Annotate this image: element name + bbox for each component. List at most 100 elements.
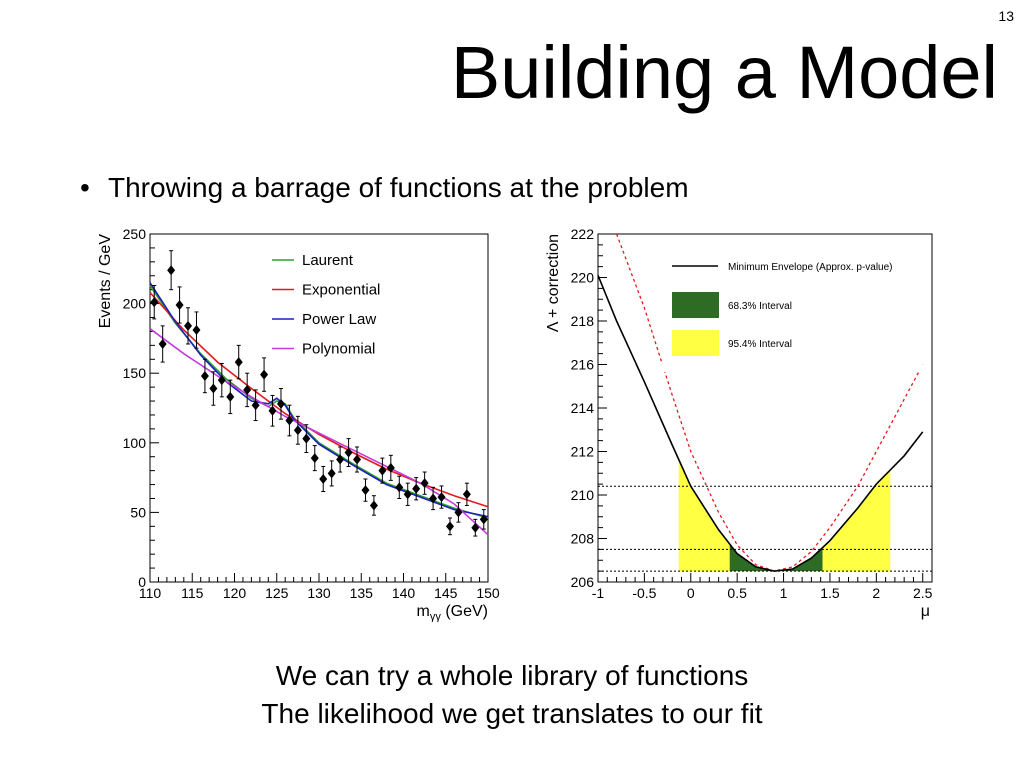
data-point — [462, 482, 471, 506]
data-point — [412, 477, 421, 501]
bullet-point: • Throwing a barrage of functions at the … — [80, 172, 689, 204]
data-point — [209, 371, 218, 406]
data-marker — [395, 482, 404, 493]
data-marker — [386, 462, 395, 473]
interval-95-band — [678, 459, 891, 572]
data-marker — [420, 478, 429, 489]
data-point — [479, 509, 488, 530]
data-marker — [243, 384, 252, 395]
data-point — [319, 465, 328, 493]
data-marker — [200, 370, 209, 381]
y-tick-label: 206 — [571, 574, 595, 590]
slide-title: Building a Model — [450, 31, 998, 114]
data-marker — [234, 357, 243, 368]
data-point — [327, 460, 336, 487]
data-point — [302, 424, 311, 454]
x-tick-label: 115 — [181, 585, 204, 601]
x-tick-label: 125 — [265, 585, 289, 601]
y-tick-label: 200 — [123, 296, 147, 312]
y-tick-label: 100 — [123, 435, 147, 451]
data-point — [369, 495, 378, 516]
data-marker — [260, 369, 269, 380]
data-point — [150, 285, 159, 320]
data-marker — [327, 468, 336, 479]
data-point — [175, 286, 184, 324]
x-tick-label: 145 — [434, 585, 458, 601]
plot-frame — [149, 233, 489, 583]
data-point — [217, 362, 226, 398]
data-point — [420, 471, 429, 495]
x-tick-label: 140 — [392, 585, 416, 601]
y-tick-label: 250 — [123, 226, 147, 242]
data-point — [276, 388, 285, 420]
y-tick-label: 210 — [571, 487, 595, 503]
x-tick-label: 2.5 — [913, 585, 933, 601]
data-marker — [150, 297, 159, 308]
legend-swatch — [672, 330, 719, 356]
y-tick-label: 150 — [123, 365, 147, 381]
x-tick-label: 1.5 — [820, 585, 840, 601]
footer-line-1: We can try a whole library of functions — [275, 660, 749, 691]
data-marker — [319, 473, 328, 484]
legend-label: 68.3% Interval — [728, 301, 792, 312]
data-point — [344, 438, 353, 467]
legend-swatch — [672, 292, 719, 318]
data-point — [268, 394, 277, 427]
x-axis-title: μ — [921, 603, 930, 620]
data-point — [226, 379, 235, 415]
x-tick-label: 110 — [139, 585, 162, 601]
data-point — [158, 325, 167, 363]
data-marker — [192, 325, 201, 336]
data-point — [200, 358, 209, 394]
legend-label: 95.4% Interval — [728, 339, 792, 350]
data-marker — [209, 383, 218, 394]
x-tick-label: -1 — [592, 585, 605, 601]
y-tick-label: 222 — [571, 226, 595, 242]
y-tick-label: 218 — [571, 313, 595, 329]
data-point — [454, 502, 463, 523]
x-tick-label: 0 — [687, 585, 695, 601]
data-marker — [175, 299, 184, 310]
data-marker — [268, 405, 277, 416]
data-point — [471, 518, 480, 537]
data-marker — [378, 465, 387, 476]
data-marker — [158, 338, 167, 349]
data-point — [310, 445, 319, 472]
data-point — [243, 372, 252, 408]
slide-number: 13 — [998, 8, 1014, 24]
x-tick-label: 1 — [780, 585, 788, 601]
legend-label: Polynomial — [302, 341, 375, 358]
data-point — [361, 478, 370, 502]
data-point — [403, 482, 412, 506]
data-marker — [353, 454, 362, 465]
x-tick-label: 135 — [350, 585, 374, 601]
data-marker — [344, 447, 353, 458]
data-marker — [454, 507, 463, 518]
data-marker — [437, 492, 446, 503]
fit-curve-polynomial — [149, 328, 489, 536]
y-axis-title: Events / GeV — [97, 234, 114, 329]
data-point — [184, 307, 193, 345]
data-marker — [285, 415, 294, 426]
data-point — [445, 517, 454, 536]
data-marker — [361, 485, 370, 496]
y-tick-label: 0 — [138, 574, 146, 590]
legend-label: Exponential — [302, 282, 380, 299]
data-marker — [276, 398, 285, 409]
data-marker — [293, 425, 302, 436]
data-marker — [479, 514, 488, 525]
likelihood-envelope-chart: -1 -0.5 0 0.5 1 1.5 2 2.5 206 208 210 212 214 216 218 2… — [545, 226, 933, 620]
data-marker — [251, 400, 260, 411]
minimum-envelope-curve — [598, 274, 924, 572]
data-marker — [226, 391, 235, 402]
data-marker — [412, 483, 421, 494]
x-tick-label: 150 — [476, 585, 500, 601]
data-marker — [445, 521, 454, 532]
data-marker — [302, 433, 311, 444]
data-point — [167, 250, 176, 291]
data-marker — [403, 489, 412, 500]
y-tick-label: 220 — [571, 270, 595, 286]
data-marker — [310, 453, 319, 464]
data-point — [429, 486, 438, 511]
data-point — [251, 389, 260, 422]
